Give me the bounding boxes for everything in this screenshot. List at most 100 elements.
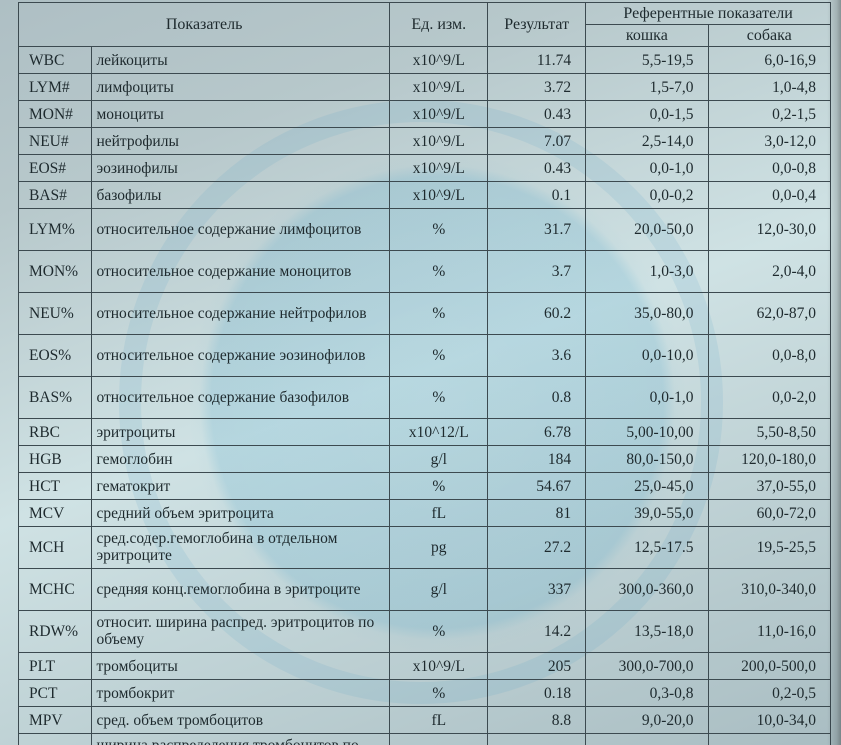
cell-name: моноциты	[92, 100, 390, 127]
cell-ref-dog: 0,0-0,4	[708, 181, 830, 208]
cell-result: 205	[488, 652, 586, 679]
cell-unit: fL	[390, 706, 488, 733]
table-row: RDW%относит. ширина распред. эритроцитов…	[19, 610, 831, 652]
cell-result: 36.4	[488, 733, 586, 745]
cell-unit: g/l	[390, 568, 488, 610]
table-row: RBCэритроцитыx10^12/L6.785,00-10,005,50-…	[19, 418, 831, 445]
table-row: NEU%относительное содержание нейтрофилов…	[19, 292, 831, 334]
table-row: NEU#нейтрофилыx10^9/L7.072,5-14,03,0-12,…	[19, 127, 831, 154]
cell-result: 7.07	[488, 127, 586, 154]
cell-ref-dog: 1,0-4,8	[708, 73, 830, 100]
cell-name: гематокрит	[92, 472, 390, 499]
header-indicator: Показатель	[19, 3, 390, 47]
cell-name: ширина распределения тромбоцитов по объе…	[92, 733, 390, 745]
cell-name: средний объем эритроцита	[92, 499, 390, 526]
header-ref-group: Референтные показатели	[586, 3, 831, 25]
table-row: PCTтромбокрит%0.180,3-0,80,2-0,5	[19, 679, 831, 706]
cell-unit: %	[390, 334, 488, 376]
table-row: MON#моноцитыx10^9/L0.430,0-1,50,2-1,5	[19, 100, 831, 127]
cell-ref-cat: 39,0-55,0	[586, 499, 708, 526]
cell-result: 8.8	[488, 706, 586, 733]
table-row: MPVсред. объем тромбоцитовfL8.89,0-20,01…	[19, 706, 831, 733]
cell-unit: %	[390, 208, 488, 250]
cell-unit: %	[390, 733, 488, 745]
cell-code: BAS%	[19, 376, 92, 418]
table-row: MON%относительное содержание моноцитов%3…	[19, 250, 831, 292]
cell-result: 3.6	[488, 334, 586, 376]
cell-unit: fL	[390, 499, 488, 526]
cell-name: средняя конц.гемоглобина в эритроците	[92, 568, 390, 610]
table-row: LYM%относительное содержание лимфоцитов%…	[19, 208, 831, 250]
cell-ref-cat: 25,0-45,0	[586, 472, 708, 499]
cell-code: MON%	[19, 250, 92, 292]
table-row: MCHCсредняя конц.гемоглобина в эритроцит…	[19, 568, 831, 610]
cell-code: LYM#	[19, 73, 92, 100]
cell-ref-cat: 20,0-50,0	[586, 208, 708, 250]
cell-ref-dog: 62,0-87,0	[708, 292, 830, 334]
cell-result: 0.43	[488, 100, 586, 127]
table-row: BAS%относительное содержание базофилов%0…	[19, 376, 831, 418]
cell-ref-cat: 80,0-150,0	[586, 445, 708, 472]
cell-ref-dog: 11,0-16,0	[708, 610, 830, 652]
cell-result: 184	[488, 445, 586, 472]
cell-ref-cat: 35,0-80,0	[586, 292, 708, 334]
cell-ref-dog: 6,0-16,9	[708, 46, 830, 73]
cell-ref-dog: 37,0-55,0	[708, 472, 830, 499]
table-row: PLTтромбоцитыx10^9/L205300,0-700,0200,0-…	[19, 652, 831, 679]
cell-code: MCHC	[19, 568, 92, 610]
cell-name: лимфоциты	[92, 73, 390, 100]
cell-name: относительное содержание нейтрофилов	[92, 292, 390, 334]
cell-name: эозинофилы	[92, 154, 390, 181]
cell-code: HCT	[19, 472, 92, 499]
cell-unit: g/l	[390, 445, 488, 472]
header-result: Результат	[488, 3, 586, 47]
cell-code: PDWc	[19, 733, 92, 745]
cell-ref-dog: 0,2-1,5	[708, 100, 830, 127]
cell-name: относительное содержание моноцитов	[92, 250, 390, 292]
table-row: EOS#эозинофилыx10^9/L0.430,0-1,00,0-0,8	[19, 154, 831, 181]
cell-unit: x10^9/L	[390, 154, 488, 181]
cell-ref-cat: 9,0-20,0	[586, 706, 708, 733]
cell-ref-cat: 0,0-1,0	[586, 154, 708, 181]
cell-result: 0.18	[488, 679, 586, 706]
cell-code: LYM%	[19, 208, 92, 250]
cell-unit: %	[390, 250, 488, 292]
cell-name: базофилы	[92, 181, 390, 208]
cell-unit: %	[390, 292, 488, 334]
cell-ref-cat: 0,3-0,8	[586, 679, 708, 706]
cell-name: нейтрофилы	[92, 127, 390, 154]
cell-ref-cat: 2,5-14,0	[586, 127, 708, 154]
cell-name: тромбокрит	[92, 679, 390, 706]
cell-result: 6.78	[488, 418, 586, 445]
cell-name: сред. объем тромбоцитов	[92, 706, 390, 733]
cell-code: NEU%	[19, 292, 92, 334]
blood-test-table: Показатель Ед. изм. Результат Референтны…	[18, 2, 831, 745]
cell-code: HGB	[19, 445, 92, 472]
cell-ref-dog	[708, 733, 830, 745]
cell-name: относит. ширина распред. эритроцитов по …	[92, 610, 390, 652]
cell-ref-dog: 10,0-34,0	[708, 706, 830, 733]
cell-name: относительное содержание лимфоцитов	[92, 208, 390, 250]
cell-ref-dog: 60,0-72,0	[708, 499, 830, 526]
cell-ref-dog: 12,0-30,0	[708, 208, 830, 250]
cell-unit: %	[390, 679, 488, 706]
cell-name: тромбоциты	[92, 652, 390, 679]
cell-name: сред.содер.гемоглобина в отдельном эритр…	[92, 526, 390, 568]
cell-code: WBC	[19, 46, 92, 73]
cell-ref-dog: 0,2-0,5	[708, 679, 830, 706]
cell-code: PCT	[19, 679, 92, 706]
cell-result: 337	[488, 568, 586, 610]
cell-code: PLT	[19, 652, 92, 679]
cell-ref-cat: 1,5-7,0	[586, 73, 708, 100]
table-row: PDWcширина распределения тромбоцитов по …	[19, 733, 831, 745]
cell-unit: %	[390, 472, 488, 499]
cell-unit: x10^9/L	[390, 46, 488, 73]
cell-code: EOS#	[19, 154, 92, 181]
table-body: WBCлейкоцитыx10^9/L11.745,5-19,56,0-16,9…	[19, 46, 831, 745]
table-row: LYM#лимфоцитыx10^9/L3.721,5-7,01,0-4,8	[19, 73, 831, 100]
cell-unit: pg	[390, 526, 488, 568]
header-unit: Ед. изм.	[390, 3, 488, 47]
cell-ref-dog: 200,0-500,0	[708, 652, 830, 679]
table-row: HGBгемоглобинg/l18480,0-150,0120,0-180,0	[19, 445, 831, 472]
cell-name: гемоглобин	[92, 445, 390, 472]
